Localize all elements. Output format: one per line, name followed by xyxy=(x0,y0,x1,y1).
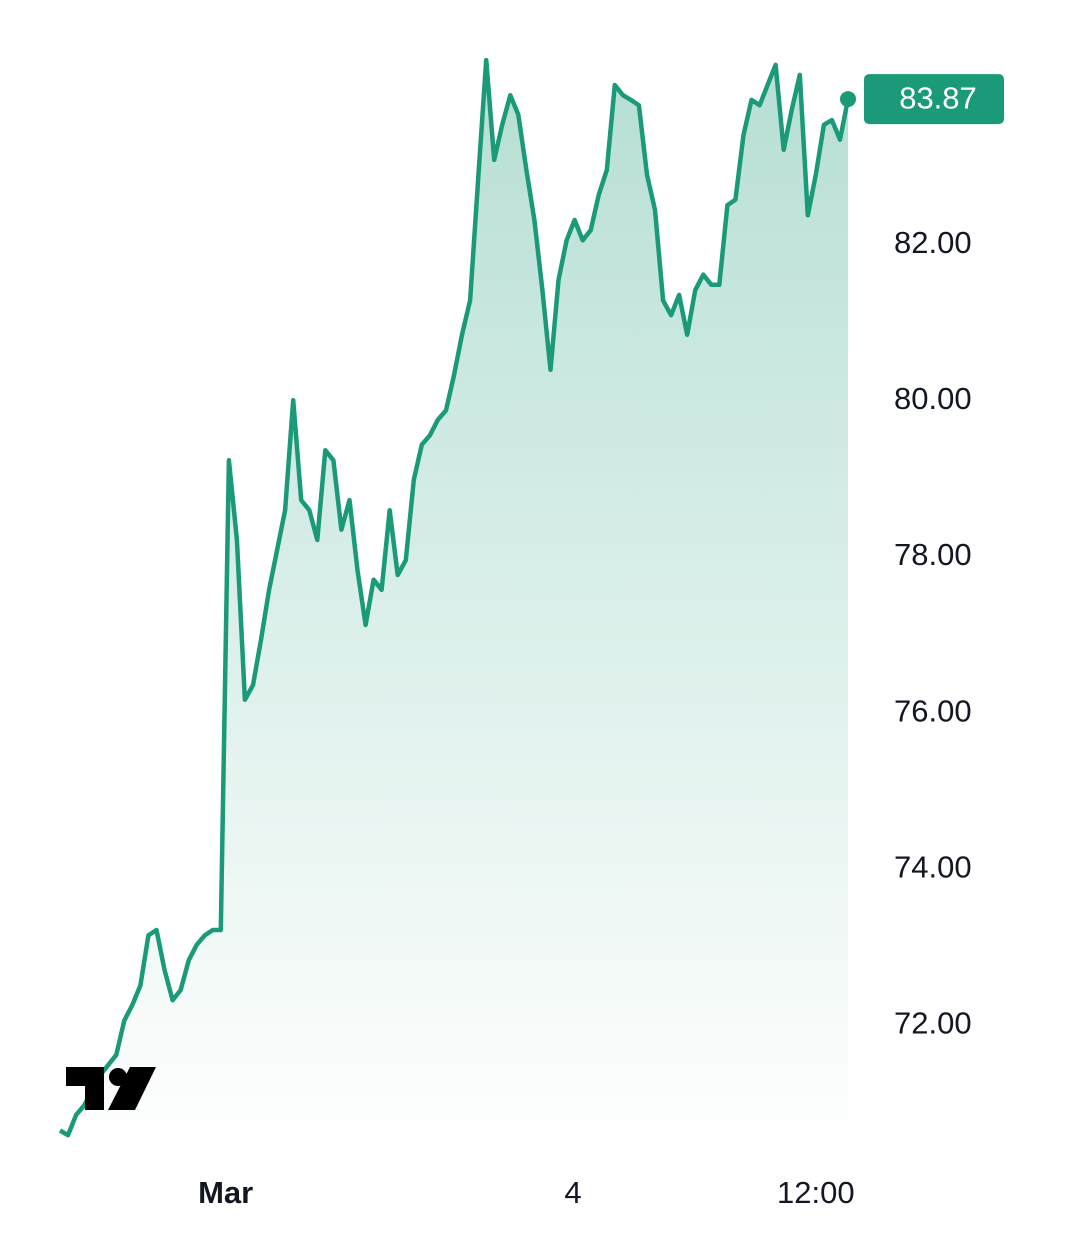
area-fill xyxy=(60,60,848,1151)
logo xyxy=(66,1067,156,1110)
x-tick-label: 4 xyxy=(564,1175,581,1210)
y-tick-label: 80.00 xyxy=(894,381,972,416)
x-tick-label: 12:00 xyxy=(777,1175,855,1210)
y-tick-label: 78.00 xyxy=(894,537,972,572)
price-line xyxy=(58,57,851,1138)
y-tick-label: 82.00 xyxy=(894,225,972,260)
y-tick-label: 76.00 xyxy=(894,693,972,728)
x-tick-label: Mar xyxy=(198,1175,253,1210)
y-tick-label: 72.00 xyxy=(894,1005,972,1040)
last-point xyxy=(840,91,856,108)
y-tick-label: 74.00 xyxy=(894,849,972,884)
price-label: 83.87 xyxy=(899,80,977,115)
price-badge xyxy=(864,74,1004,125)
